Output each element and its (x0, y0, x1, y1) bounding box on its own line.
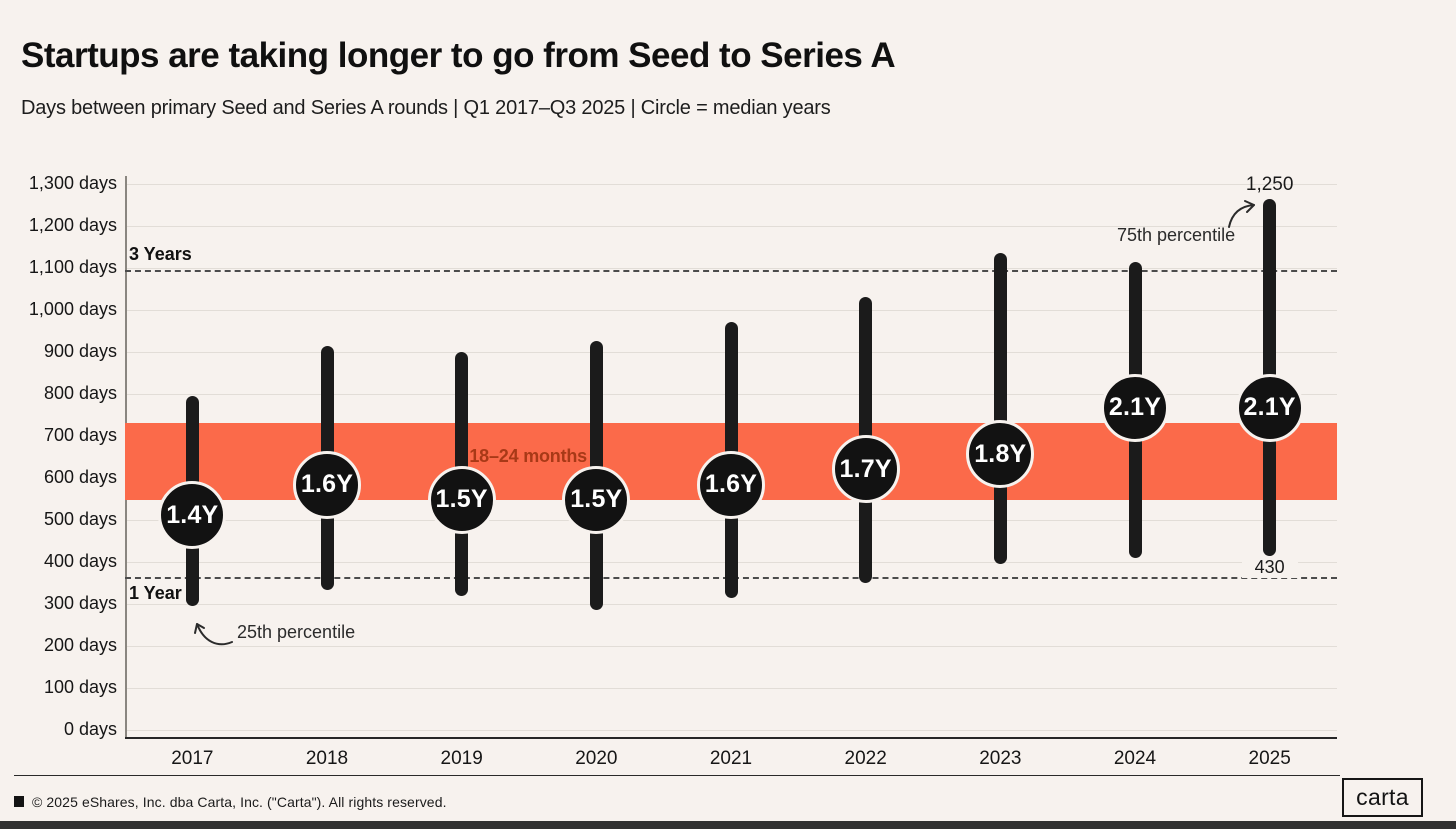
page-title: Startups are taking longer to go from Se… (21, 36, 896, 75)
median-circle-2024: 2.1Y (1101, 373, 1169, 442)
y-gridline (125, 688, 1337, 689)
max-value-label: 1,250 (1245, 174, 1294, 195)
carta-logo-text: carta (1356, 784, 1409, 810)
x-tick-label-2025: 2025 (1248, 748, 1291, 769)
median-circle-2020: 1.5Y (562, 465, 631, 534)
y-tick-label: 700 days (43, 425, 117, 445)
median-circle-2019: 1.5Y (427, 465, 496, 534)
x-tick-label-2017: 2017 (171, 748, 214, 769)
page-subtitle: Days between primary Seed and Series A r… (21, 97, 831, 119)
median-circle-2022: 1.7Y (831, 435, 900, 504)
y-tick-label: 1,300 days (28, 173, 117, 193)
reference-label: 1 Year (127, 582, 186, 604)
x-tick-label-2022: 2022 (844, 748, 887, 769)
y-gridline (125, 604, 1337, 605)
x-tick-label-2018: 2018 (305, 748, 349, 769)
median-circle-2018: 1.6Y (293, 450, 361, 519)
reference-line-3-years (125, 270, 1337, 273)
y-tick-label: 0 days (63, 719, 117, 739)
y-tick-label: 900 days (43, 341, 117, 361)
carta-logo: carta (1342, 778, 1423, 817)
footer-square-icon (14, 796, 24, 807)
median-circle-2017: 1.4Y (158, 481, 227, 550)
range-bar-2023 (993, 253, 1007, 565)
x-tick-label-2019: 2019 (440, 748, 483, 769)
x-tick-label-2020: 2020 (575, 748, 618, 769)
y-gridline (125, 646, 1337, 647)
y-tick-label: 300 days (43, 593, 117, 613)
y-gridline (125, 226, 1337, 227)
reference-label: 3 Years (127, 244, 196, 266)
x-tick-label-2021: 2021 (709, 748, 753, 769)
p75-annotation: 75th percentile (1117, 225, 1236, 245)
y-gridline (125, 310, 1337, 311)
x-tick-label-2023: 2023 (979, 748, 1022, 769)
y-tick-label: 400 days (43, 551, 117, 571)
y-gridline (125, 730, 1337, 731)
x-axis-line (125, 737, 1337, 739)
x-tick-label-2024: 2024 (1113, 748, 1157, 769)
median-circle-2025: 2.1Y (1235, 373, 1304, 442)
bottom-accent-bar (0, 821, 1456, 829)
y-tick-label: 500 days (43, 509, 117, 529)
p25-annotation: 25th percentile (237, 622, 356, 642)
y-tick-label: 800 days (43, 383, 117, 403)
y-tick-label: 1,200 days (28, 215, 117, 235)
y-gridline (125, 184, 1337, 185)
y-tick-label: 100 days (43, 677, 117, 697)
y-tick-label: 600 days (43, 467, 117, 487)
copyright-text: © 2025 eShares, Inc. dba Carta, Inc. ("C… (32, 794, 447, 810)
y-tick-label: 1,100 days (28, 257, 117, 277)
y-tick-label: 200 days (43, 635, 117, 655)
min-value-label: 430 (1241, 557, 1298, 578)
median-circle-2021: 1.6Y (697, 450, 765, 519)
y-gridline (125, 268, 1337, 269)
chart-plot-area: 0 days 100 days 200 days 300 days 400 days 50… (29, 173, 1337, 769)
band-label: 18–24 months (469, 446, 587, 466)
y-tick-label: 1,000 days (28, 299, 117, 319)
footer-divider (14, 775, 1340, 776)
median-circle-2023: 1.8Y (966, 420, 1035, 489)
